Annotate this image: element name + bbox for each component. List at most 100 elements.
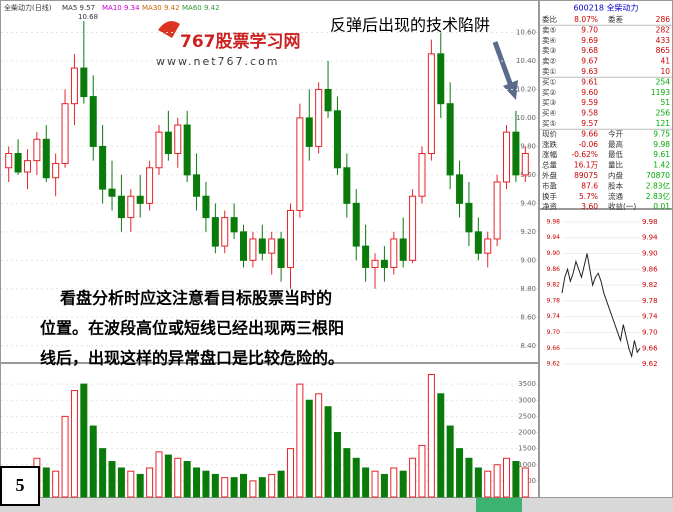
quote-value: 10: [660, 67, 670, 76]
volume-bar: [80, 383, 88, 498]
quote-label: 换手: [542, 191, 557, 201]
tab-strip: [0, 498, 673, 512]
candle-body: [23, 160, 31, 173]
candle-body: [80, 67, 88, 98]
quote-value: 9.75: [653, 129, 670, 138]
candle-body: [286, 209, 294, 268]
y-tick-label: 9.98: [642, 218, 658, 226]
y-tick-label: 10.00: [516, 114, 536, 122]
candle-body: [52, 162, 60, 179]
volume-bar: [343, 448, 351, 498]
volume-bar: [136, 473, 144, 498]
candle-body: [202, 195, 210, 219]
volume-bar: [99, 448, 107, 498]
volume-bar: [456, 448, 464, 498]
y-tick-label: 9.94: [642, 234, 658, 242]
candle-body: [258, 238, 266, 254]
candle-body: [352, 202, 360, 247]
quote-value: 89075: [574, 171, 598, 180]
y-tick-label-left: 9.86: [547, 266, 561, 273]
quote-value: 1193: [651, 88, 670, 97]
volume-bar: [42, 467, 50, 498]
candle-body: [108, 188, 116, 197]
volume-bar: [296, 383, 304, 498]
quote-value: 70870: [646, 171, 670, 180]
y-tick-label: 10.20: [516, 85, 536, 93]
candle-body: [240, 231, 248, 261]
candle-body: [503, 131, 511, 183]
candle-body: [474, 231, 482, 254]
y-tick-label-left: 9.90: [547, 250, 561, 257]
volume-bar: [352, 457, 360, 498]
candle-body: [437, 53, 445, 105]
candle-body: [324, 88, 332, 112]
candle-body: [193, 174, 201, 197]
volume-bar: [193, 467, 201, 498]
y-tick-label-left: 9.70: [547, 329, 561, 336]
volume-bar: [70, 390, 78, 498]
quote-table: 委比 8.07% 委差 286 卖⑤ 9.70 282 卖④ 9.69 433 卖③ 9.68 865 卖…: [540, 14, 672, 211]
candle-body: [61, 103, 69, 164]
candle-body: [315, 88, 323, 147]
quote-value: 9.66: [581, 129, 598, 138]
quote-value: 9.57: [581, 119, 598, 128]
y-tick-label: 9.90: [642, 250, 658, 258]
candle-body: [380, 259, 388, 268]
quote-label: 买④: [542, 109, 556, 118]
y-tick-label: 9.86: [642, 265, 658, 273]
volume-bar: [117, 467, 125, 498]
high-label: 10.68: [78, 13, 98, 21]
quote-label: 卖②: [542, 57, 556, 66]
quote-value: 286: [656, 15, 671, 24]
volume-bar: [521, 467, 529, 498]
candle-body: [277, 238, 285, 268]
volume-bar: [164, 454, 172, 498]
y-tick-label: 3000: [518, 396, 536, 404]
candle-body: [221, 217, 229, 247]
quote-label: 涨跌: [542, 139, 557, 149]
y-tick-label: 9.66: [642, 344, 658, 352]
quote-value: -0.06: [579, 140, 599, 149]
quote-value: 0.01: [653, 202, 670, 211]
y-tick-label-left: 9.98: [547, 218, 561, 225]
note: 看盘分析时应这注意看目标股票当时的 位置。在波段高位或短线已经出现两三根阳 线后…: [40, 289, 344, 368]
quote-value: 16.1万: [574, 161, 599, 170]
volume-bar: [202, 470, 210, 498]
quote-label: 买②: [542, 88, 556, 97]
candle-body: [70, 67, 78, 105]
y-tick-label-left: 9.78: [547, 297, 561, 304]
quote-value: 865: [656, 46, 671, 55]
candle-body: [418, 153, 426, 197]
candle-body: [155, 131, 163, 169]
volume-bar: [221, 477, 229, 498]
quote-value: 433: [656, 36, 671, 45]
quote-value: 1.42: [653, 161, 670, 170]
quote-label: 现价: [542, 129, 557, 138]
quote-value: 87.6: [581, 181, 598, 190]
quote-value: 8.07%: [574, 15, 598, 24]
candle-body: [484, 238, 492, 254]
candle-body: [427, 53, 435, 155]
quote-label: 净资: [542, 201, 557, 211]
volume-bar: [127, 470, 135, 498]
volume-bar: [277, 470, 285, 498]
quote-value: 3.60: [581, 202, 598, 211]
note-line: 看盘分析时应这注意看目标股票当时的: [59, 289, 332, 308]
quote-label: 今开: [608, 128, 623, 138]
quote-value: 5.7%: [579, 192, 598, 201]
quote-value: 9.63: [581, 67, 598, 76]
y-tick-label: 8.40: [520, 342, 536, 350]
y-tick-label: 10.60: [516, 28, 536, 36]
candle-body: [117, 195, 125, 219]
volume-bar: [108, 461, 116, 498]
candle-body: [211, 217, 219, 247]
legend: 全柴动力(日线): [4, 3, 52, 12]
quote-value: 41: [660, 57, 670, 66]
candle-body: [362, 245, 370, 268]
volume-bar: [493, 464, 501, 498]
ma-label: MA5 9.57: [62, 4, 95, 12]
volume-bar: [286, 448, 294, 498]
y-tick-label: 500: [523, 477, 536, 485]
volume-bar: [512, 461, 520, 498]
